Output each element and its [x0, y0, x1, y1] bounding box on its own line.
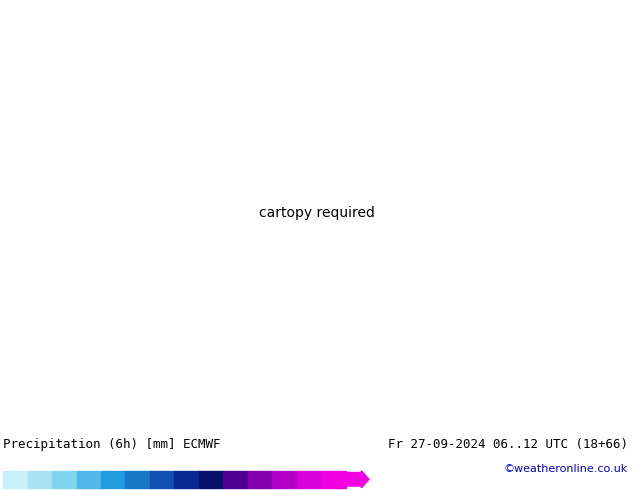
Text: Fr 27-09-2024 06..12 UTC (18+66): Fr 27-09-2024 06..12 UTC (18+66)	[387, 438, 628, 451]
Bar	[101, 471, 126, 488]
FancyArrow shape	[346, 471, 369, 488]
Bar	[223, 471, 248, 488]
Bar	[199, 471, 223, 488]
Bar	[174, 471, 199, 488]
Bar	[150, 471, 174, 488]
Bar	[3, 471, 28, 488]
Bar	[248, 471, 272, 488]
Bar	[126, 471, 150, 488]
Bar	[28, 471, 52, 488]
Bar	[321, 471, 346, 488]
Text: Precipitation (6h) [mm] ECMWF: Precipitation (6h) [mm] ECMWF	[3, 438, 221, 451]
Text: cartopy required: cartopy required	[259, 206, 375, 220]
Bar	[77, 471, 101, 488]
Text: ©weatheronline.co.uk: ©weatheronline.co.uk	[503, 464, 628, 474]
Bar	[52, 471, 77, 488]
Bar	[272, 471, 297, 488]
Bar	[297, 471, 321, 488]
